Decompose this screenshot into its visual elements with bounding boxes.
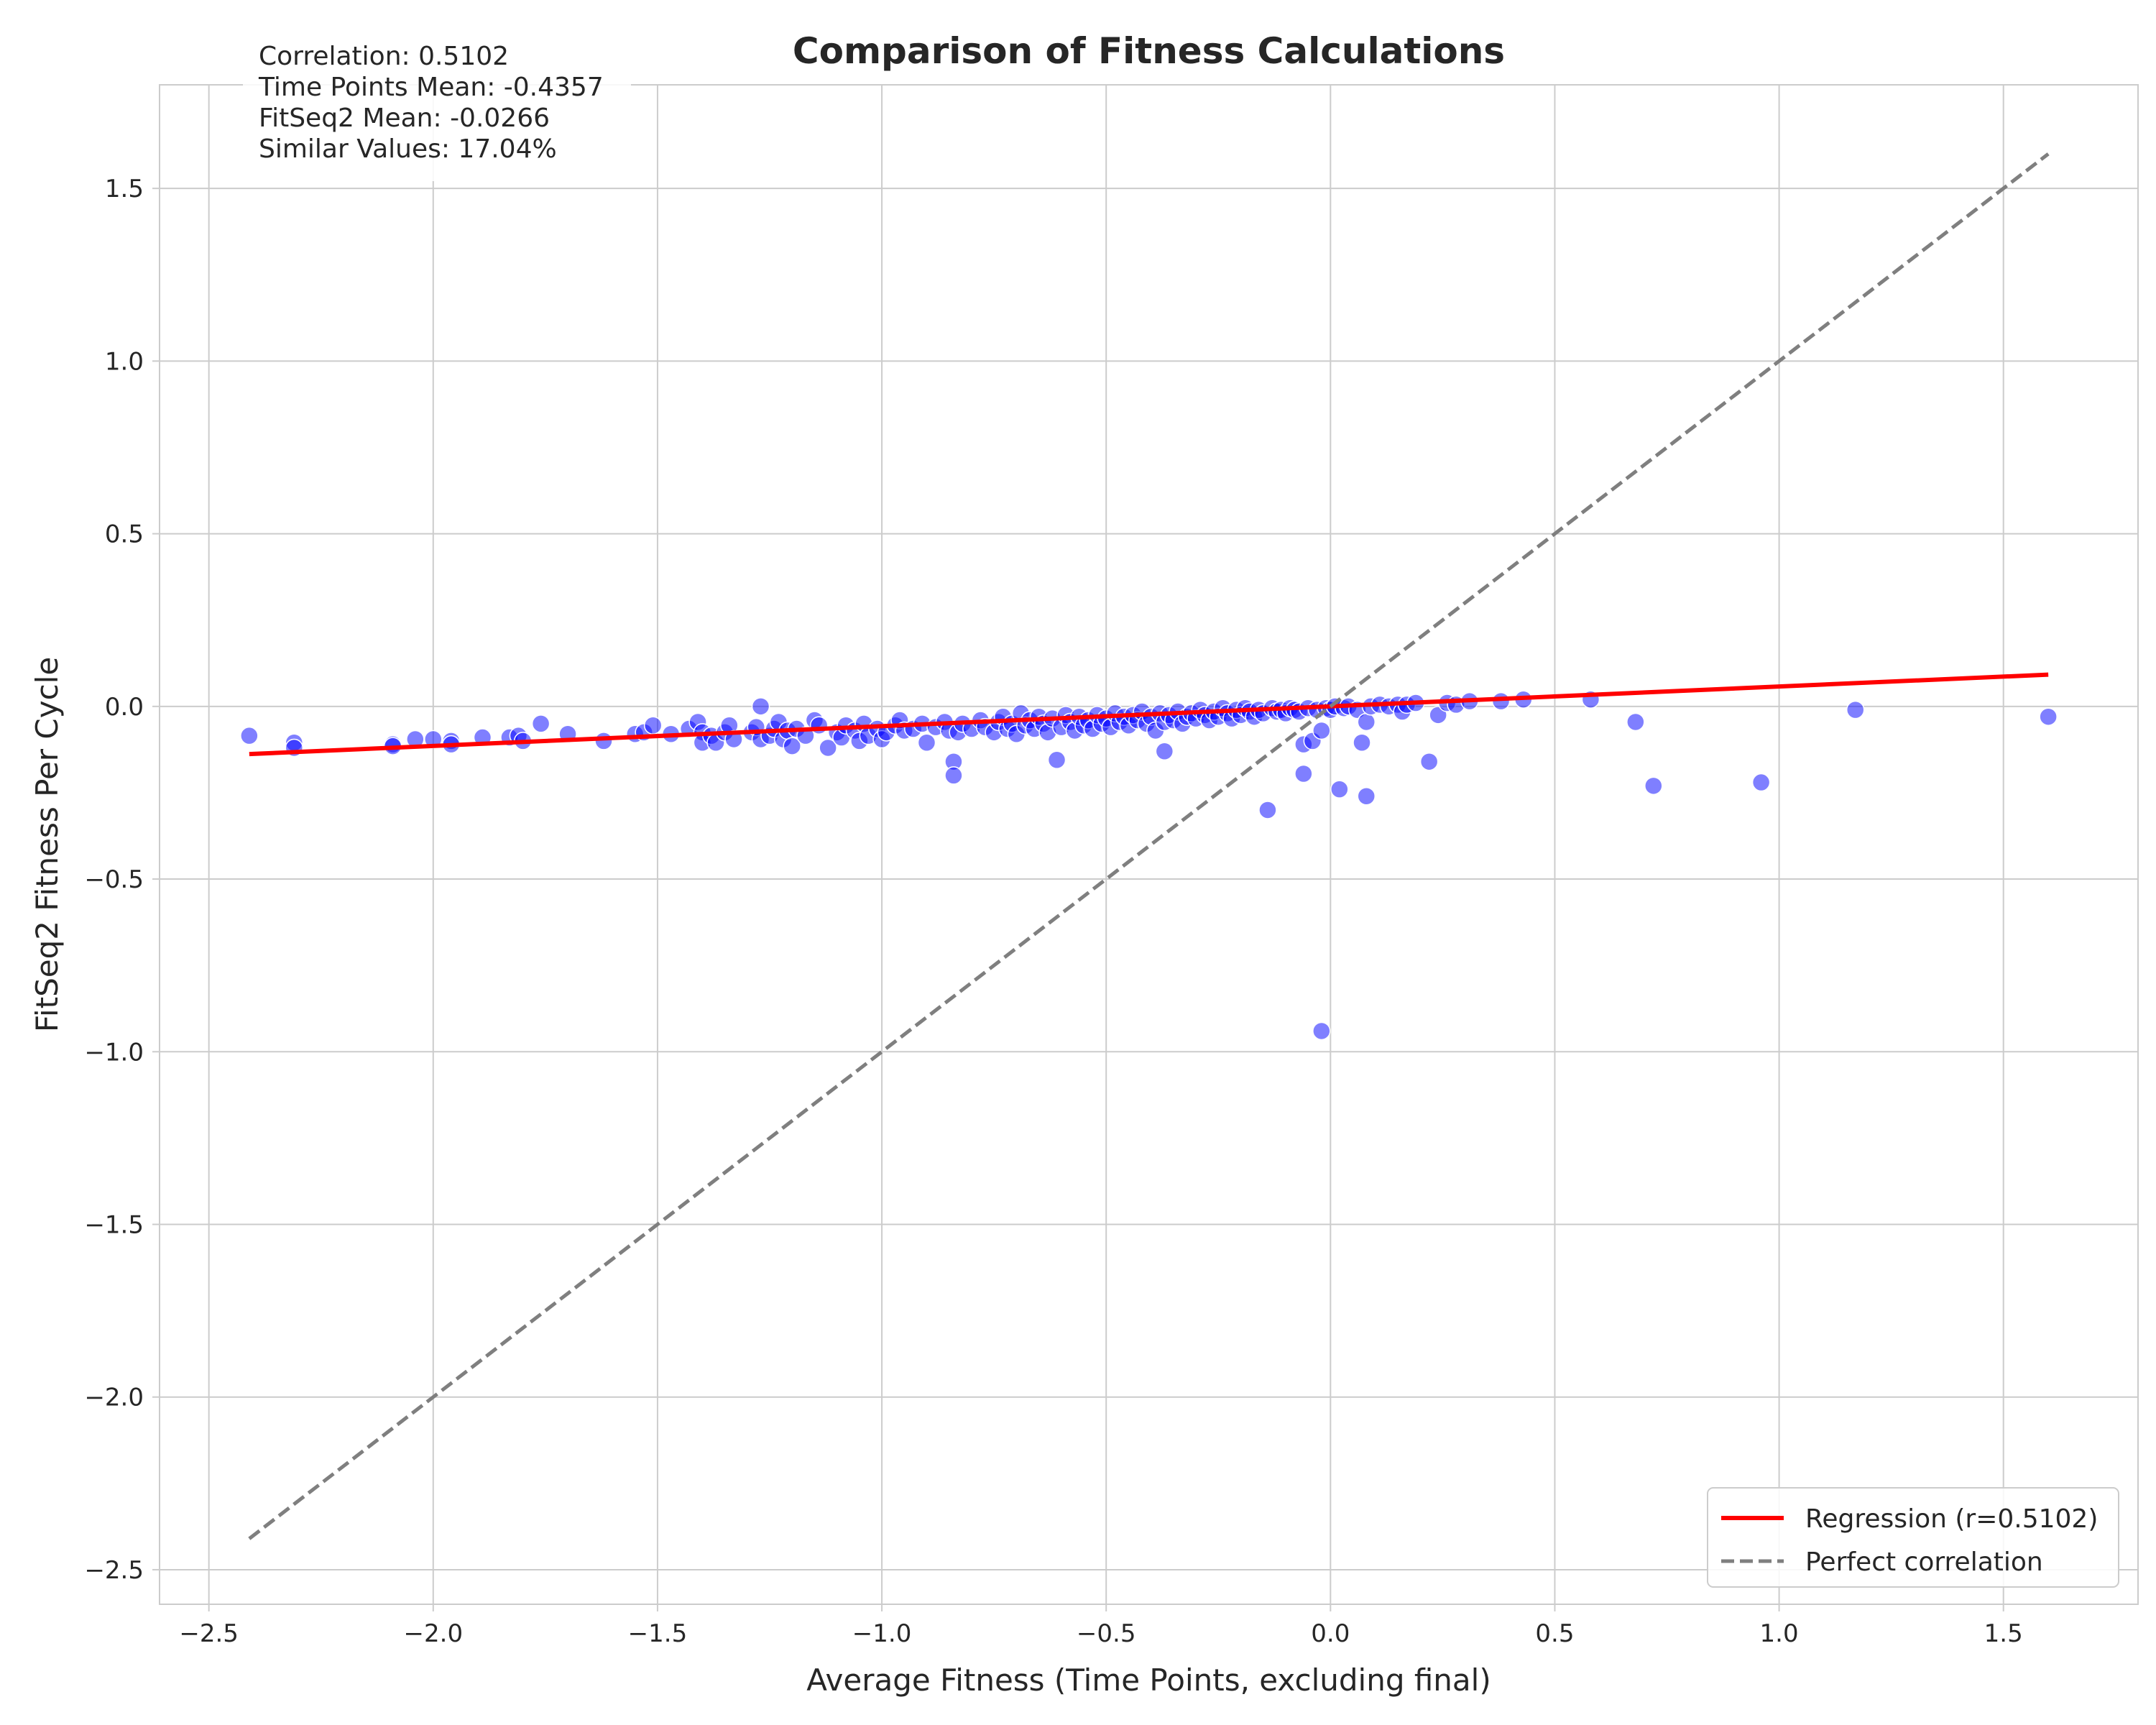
data-point <box>531 714 550 733</box>
data-point <box>809 716 829 735</box>
y-tick-label: −1.0 <box>84 1038 144 1067</box>
x-tick-label: −2.5 <box>179 1619 239 1648</box>
x-axis-label: Average Fitness (Time Points, excluding … <box>806 1662 1491 1698</box>
stat-correlation: Correlation: 0.5102 <box>259 42 509 71</box>
data-point <box>751 697 770 716</box>
data-point <box>944 766 963 785</box>
perfect-correlation-line <box>248 152 2050 1540</box>
y-tick-label: −2.5 <box>84 1556 144 1585</box>
data-point <box>1312 721 1331 740</box>
data-point <box>1846 700 1865 719</box>
data-point <box>1155 742 1174 761</box>
data-point <box>1357 786 1376 806</box>
data-point <box>1330 780 1349 799</box>
y-tick-label: 1.0 <box>105 347 144 376</box>
data-point <box>2039 707 2058 726</box>
data-point <box>240 726 259 745</box>
x-tick-label: −1.0 <box>852 1619 912 1648</box>
y-tick-label: 1.5 <box>105 175 144 203</box>
data-point <box>1312 1021 1331 1041</box>
data-point <box>1419 752 1439 771</box>
legend: Regression (r=0.5102) Perfect correlatio… <box>1707 1487 2119 1588</box>
y-axis-label: FitSeq2 Fitness Per Cycle <box>29 657 65 1032</box>
y-tick-label: −0.5 <box>84 865 144 894</box>
legend-label-perfect-correlation: Perfect correlation <box>1805 1547 2043 1577</box>
data-point <box>594 732 613 750</box>
data-point <box>1258 801 1277 819</box>
x-tick-label: 0.5 <box>1535 1619 1574 1648</box>
data-point <box>1491 691 1511 711</box>
data-point <box>1751 773 1771 792</box>
tick-labels: −2.5 −2.0 −1.5 −1.0 −0.5 0.0 0.5 1.0 1.5 −2.5 −2.0… <box>84 175 2022 1648</box>
stats-box-background <box>243 37 631 181</box>
fit-lines <box>248 152 2050 1540</box>
data-point <box>643 716 663 735</box>
x-tick-label: −2.0 <box>404 1619 464 1648</box>
x-tick-label: 1.0 <box>1760 1619 1799 1648</box>
stat-time-points-mean: Time Points Mean: -0.4357 <box>258 73 604 102</box>
data-point <box>917 733 936 753</box>
x-tick-label: 0.0 <box>1311 1619 1350 1648</box>
plot-frame <box>159 84 2139 1605</box>
chart-title: Comparison of Fitness Calculations <box>793 30 1505 72</box>
stat-similar-values: Similar Values: 17.04% <box>259 134 557 164</box>
data-point <box>1626 712 1645 732</box>
y-tick-label: 0.0 <box>105 693 144 722</box>
data-point <box>1047 750 1067 770</box>
x-tick-label: −0.5 <box>1077 1619 1136 1648</box>
data-point <box>1353 733 1371 753</box>
y-tick-label: −2.0 <box>84 1384 144 1412</box>
data-point <box>1357 712 1376 732</box>
regression-line <box>249 672 2049 757</box>
data-point <box>783 737 801 755</box>
stats-box: Correlation: 0.5102 Time Points Mean: -0… <box>243 37 631 181</box>
y-tick-label: 0.5 <box>105 520 144 549</box>
x-tick-label: −1.5 <box>628 1619 688 1648</box>
x-tick-label: 1.5 <box>1984 1619 2023 1648</box>
legend-label-regression: Regression (r=0.5102) <box>1805 1504 2098 1534</box>
grid <box>160 85 2138 1604</box>
data-point <box>1294 764 1313 783</box>
data-point <box>1644 776 1663 796</box>
data-point <box>819 738 837 758</box>
stat-fitseq2-mean: FitSeq2 Mean: -0.0266 <box>259 104 550 133</box>
legend-box <box>1707 1487 2119 1588</box>
y-tick-label: −1.5 <box>84 1211 144 1240</box>
